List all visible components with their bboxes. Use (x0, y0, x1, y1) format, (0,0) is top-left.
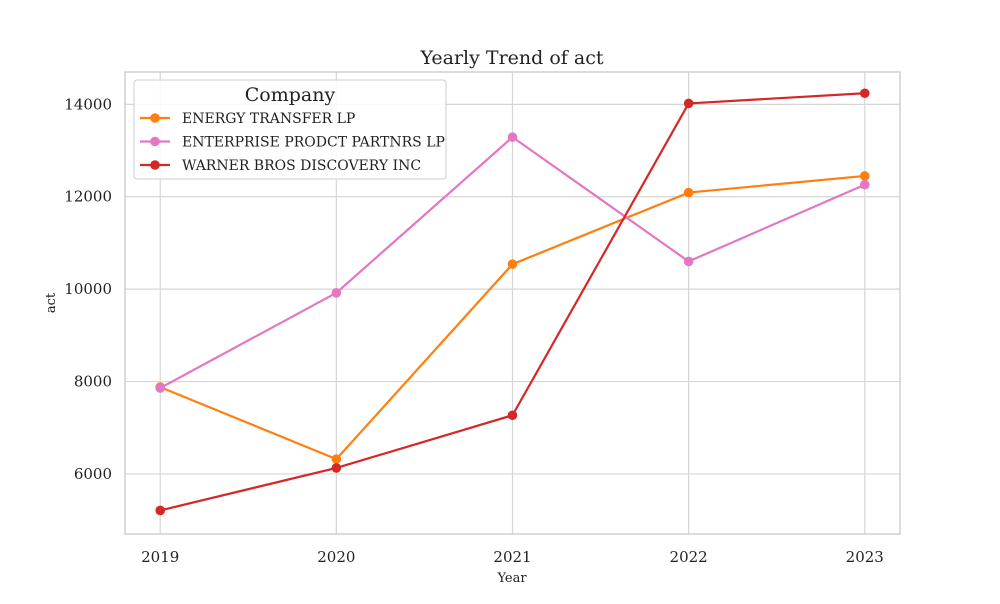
y-tick-label: 14000 (64, 95, 112, 113)
series-warner-bros-discovery-inc (155, 88, 870, 516)
legend-label: ENTERPRISE PRODCT PARTNRS LP (182, 135, 445, 151)
legend-marker (150, 136, 160, 147)
plot-area-frame (124, 71, 901, 535)
legend-marker (150, 160, 160, 170)
data-point (331, 288, 342, 298)
data-point (155, 383, 166, 393)
data-point (683, 98, 694, 109)
chart-title: Yearly Trend of act (420, 47, 604, 69)
data-point (155, 505, 166, 516)
y-tick-label: 6000 (74, 465, 112, 483)
data-point (683, 256, 694, 267)
legend-label: WARNER BROS DISCOVERY INC (182, 158, 421, 174)
x-tick-label: 2022 (670, 548, 708, 566)
series-layer (155, 88, 870, 516)
legend: Company ENERGY TRANSFER LP ENTERPRISE PRO… (133, 79, 447, 180)
data-point (859, 171, 870, 181)
legend-items: ENERGY TRANSFER LP ENTERPRISE PRODCT PART… (140, 111, 445, 174)
x-axis-label: Year (496, 571, 527, 586)
legend-item: ENTERPRISE PRODCT PARTNRS LP (140, 135, 445, 151)
data-point (859, 88, 870, 99)
legend-marker (150, 113, 160, 123)
x-tick-label: 2019 (141, 548, 179, 566)
data-point (331, 454, 342, 464)
y-tick-label: 12000 (64, 188, 112, 206)
y-tick-label: 10000 (64, 280, 112, 298)
y-tick-label: 8000 (74, 373, 112, 391)
data-point (507, 410, 518, 421)
legend-label: ENERGY TRANSFER LP (182, 111, 355, 127)
data-point (507, 259, 518, 269)
y-axis-label: act (44, 292, 59, 313)
legend-item: WARNER BROS DISCOVERY INC (140, 158, 421, 174)
legend-title: Company (245, 84, 336, 106)
series-enterprise-prodct-partnrs-lp (155, 132, 870, 393)
data-point (331, 463, 342, 473)
data-point (507, 132, 518, 142)
x-tick-label: 2023 (846, 548, 884, 566)
x-tick-label: 2021 (493, 548, 531, 566)
legend-box (133, 79, 447, 180)
data-point (859, 179, 870, 190)
legend-item: ENERGY TRANSFER LP (140, 111, 355, 127)
x-tick-label: 2020 (317, 548, 355, 566)
y-tick-labels: 6000 8000 10000 12000 14000 (64, 95, 112, 483)
data-point (683, 187, 694, 198)
x-tick-labels: 2019 2020 2021 2022 2023 (141, 548, 884, 566)
